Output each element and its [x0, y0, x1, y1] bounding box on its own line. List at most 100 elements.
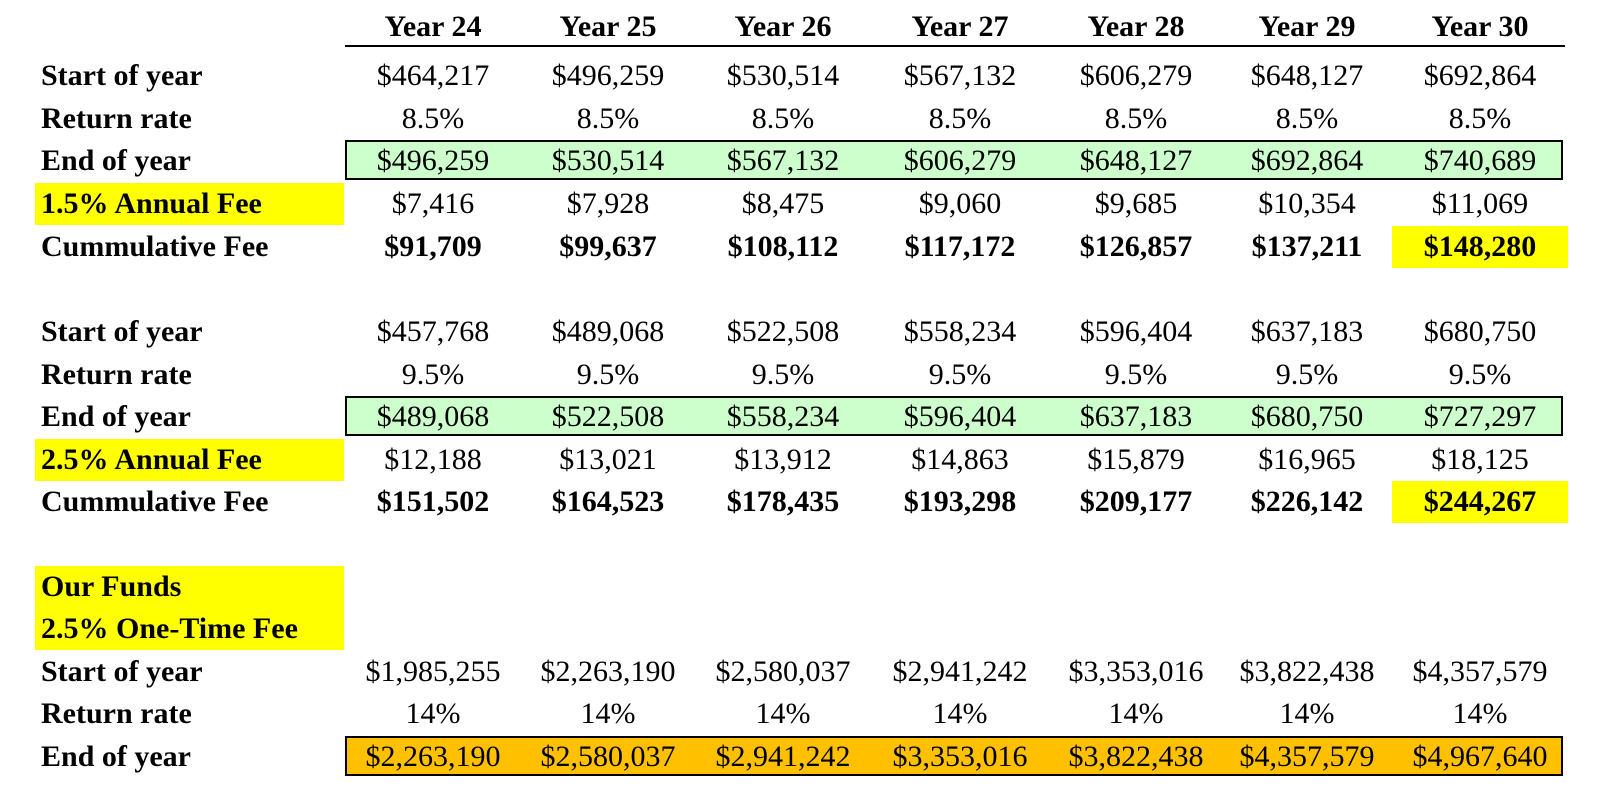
- value-cell: $16,965: [1258, 443, 1356, 476]
- value-cell: $126,857: [1079, 230, 1193, 263]
- s3-start-row: Start of year $1,985,255 $2,263,190 $2,5…: [0, 651, 1598, 693]
- value-cell: $489,068: [376, 400, 490, 433]
- value-cell: $7,416: [391, 187, 475, 220]
- value-cell: $91,709: [384, 230, 482, 263]
- value-cell: $13,912: [734, 443, 832, 476]
- year-header: Year 24: [384, 10, 482, 43]
- s3-return-row: Return rate 14% 14% 14% 14% 14% 14% 14%: [0, 693, 1598, 735]
- s1-return-row: Return rate 8.5% 8.5% 8.5% 8.5% 8.5% 8.5…: [0, 98, 1598, 140]
- row-label: End of year: [41, 144, 191, 177]
- value-cell: $530,514: [726, 59, 840, 92]
- value-cell: $2,941,242: [715, 740, 851, 773]
- value-cell: $14,863: [911, 443, 1009, 476]
- value-cell: $596,404: [903, 400, 1017, 433]
- value-cell: $1,985,255: [365, 655, 501, 688]
- row-label: Start of year: [41, 315, 203, 348]
- year-header: Year 25: [559, 10, 657, 43]
- year-header: Year 27: [911, 10, 1009, 43]
- header-underline: [345, 45, 1565, 47]
- value-cell: $4,357,579: [1412, 655, 1548, 688]
- value-cell: 14%: [1108, 697, 1164, 730]
- value-cell: $137,211: [1251, 230, 1363, 263]
- year-header: Year 26: [734, 10, 832, 43]
- value-cell: $567,132: [726, 144, 840, 177]
- s3-end-band: [345, 736, 1563, 776]
- value-cell: $18,125: [1431, 443, 1529, 476]
- value-cell: 8.5%: [751, 102, 815, 135]
- value-cell: $558,234: [726, 400, 840, 433]
- value-cell: 8.5%: [1275, 102, 1339, 135]
- value-cell: $740,689: [1423, 144, 1537, 177]
- section-subtitle: 2.5% One-Time Fee: [35, 608, 344, 650]
- value-cell: $99,637: [559, 230, 657, 263]
- year-header: Year 28: [1087, 10, 1185, 43]
- row-label: End of year: [41, 740, 191, 773]
- value-cell: $4,967,640: [1412, 740, 1548, 773]
- value-cell: 8.5%: [928, 102, 992, 135]
- s1-fee-row: 1.5% Annual Fee $7,416 $7,928 $8,475 $9,…: [0, 183, 1598, 225]
- value-cell: $3,353,016: [1068, 655, 1204, 688]
- value-cell: $489,068: [551, 315, 665, 348]
- s1-end-band: [345, 140, 1563, 180]
- value-cell: 8.5%: [1448, 102, 1512, 135]
- value-cell: $9,685: [1094, 187, 1178, 220]
- row-label: Start of year: [41, 655, 203, 688]
- value-cell: $692,864: [1250, 144, 1364, 177]
- s1-cumulative-row: Cummulative Fee $91,709 $99,637 $108,112…: [0, 226, 1598, 268]
- value-cell: $530,514: [551, 144, 665, 177]
- value-cell: $496,259: [376, 144, 490, 177]
- row-label: Return rate: [41, 102, 192, 135]
- value-cell: 14%: [932, 697, 988, 730]
- s2-return-row: Return rate 9.5% 9.5% 9.5% 9.5% 9.5% 9.5…: [0, 354, 1598, 396]
- value-cell: $567,132: [903, 59, 1017, 92]
- value-cell: 14%: [580, 697, 636, 730]
- value-cell: $7,928: [566, 187, 650, 220]
- value-cell: 8.5%: [576, 102, 640, 135]
- value-cell: $496,259: [551, 59, 665, 92]
- value-cell: 14%: [405, 697, 461, 730]
- value-cell: $193,298: [903, 485, 1017, 518]
- value-cell: $108,112: [727, 230, 839, 263]
- row-label: Return rate: [41, 697, 192, 730]
- section-title: Our Funds: [35, 566, 344, 608]
- value-cell: $648,127: [1250, 59, 1364, 92]
- value-cell: $606,279: [903, 144, 1017, 177]
- value-cell: $637,183: [1079, 400, 1193, 433]
- fee-label: 1.5% Annual Fee: [35, 183, 344, 225]
- value-cell: $457,768: [376, 315, 490, 348]
- s2-cumulative-row: Cummulative Fee $151,502 $164,523 $178,4…: [0, 481, 1598, 523]
- value-cell: $680,750: [1250, 400, 1364, 433]
- value-cell: $15,879: [1087, 443, 1185, 476]
- value-cell: $2,263,190: [540, 655, 676, 688]
- value-cell: $692,864: [1423, 59, 1537, 92]
- value-cell: 14%: [1452, 697, 1508, 730]
- value-cell: $151,502: [376, 485, 490, 518]
- value-cell: $522,508: [726, 315, 840, 348]
- s2-end-row: End of year $489,068 $522,508 $558,234 $…: [0, 396, 1598, 438]
- s2-end-band: [345, 396, 1563, 436]
- value-cell: $3,822,438: [1068, 740, 1204, 773]
- value-cell: $8,475: [741, 187, 825, 220]
- s2-fee-row: 2.5% Annual Fee $12,188 $13,021 $13,912 …: [0, 439, 1598, 481]
- value-cell: $2,580,037: [715, 655, 851, 688]
- highlighted-total-cell: $148,280: [1392, 226, 1568, 268]
- value-cell: 9.5%: [576, 358, 640, 391]
- value-cell: 9.5%: [928, 358, 992, 391]
- value-cell: 8.5%: [401, 102, 465, 135]
- row-label: Cummulative Fee: [41, 485, 269, 518]
- value-cell: $2,580,037: [540, 740, 676, 773]
- value-cell: $3,822,438: [1239, 655, 1375, 688]
- row-label: Return rate: [41, 358, 192, 391]
- value-cell: $606,279: [1079, 59, 1193, 92]
- value-cell: $522,508: [551, 400, 665, 433]
- s2-start-row: Start of year $457,768 $489,068 $522,508…: [0, 311, 1598, 353]
- fee-label: 2.5% Annual Fee: [35, 439, 344, 481]
- row-label: Start of year: [41, 59, 203, 92]
- s1-start-row: Start of year $464,217 $496,259 $530,514…: [0, 55, 1598, 97]
- value-cell: $11,069: [1431, 187, 1529, 220]
- value-cell: $648,127: [1079, 144, 1193, 177]
- highlighted-total-cell: $244,267: [1392, 481, 1568, 523]
- value-cell: $464,217: [376, 59, 490, 92]
- s1-end-row: End of year $496,259 $530,514 $567,132 $…: [0, 140, 1598, 182]
- value-cell: 9.5%: [401, 358, 465, 391]
